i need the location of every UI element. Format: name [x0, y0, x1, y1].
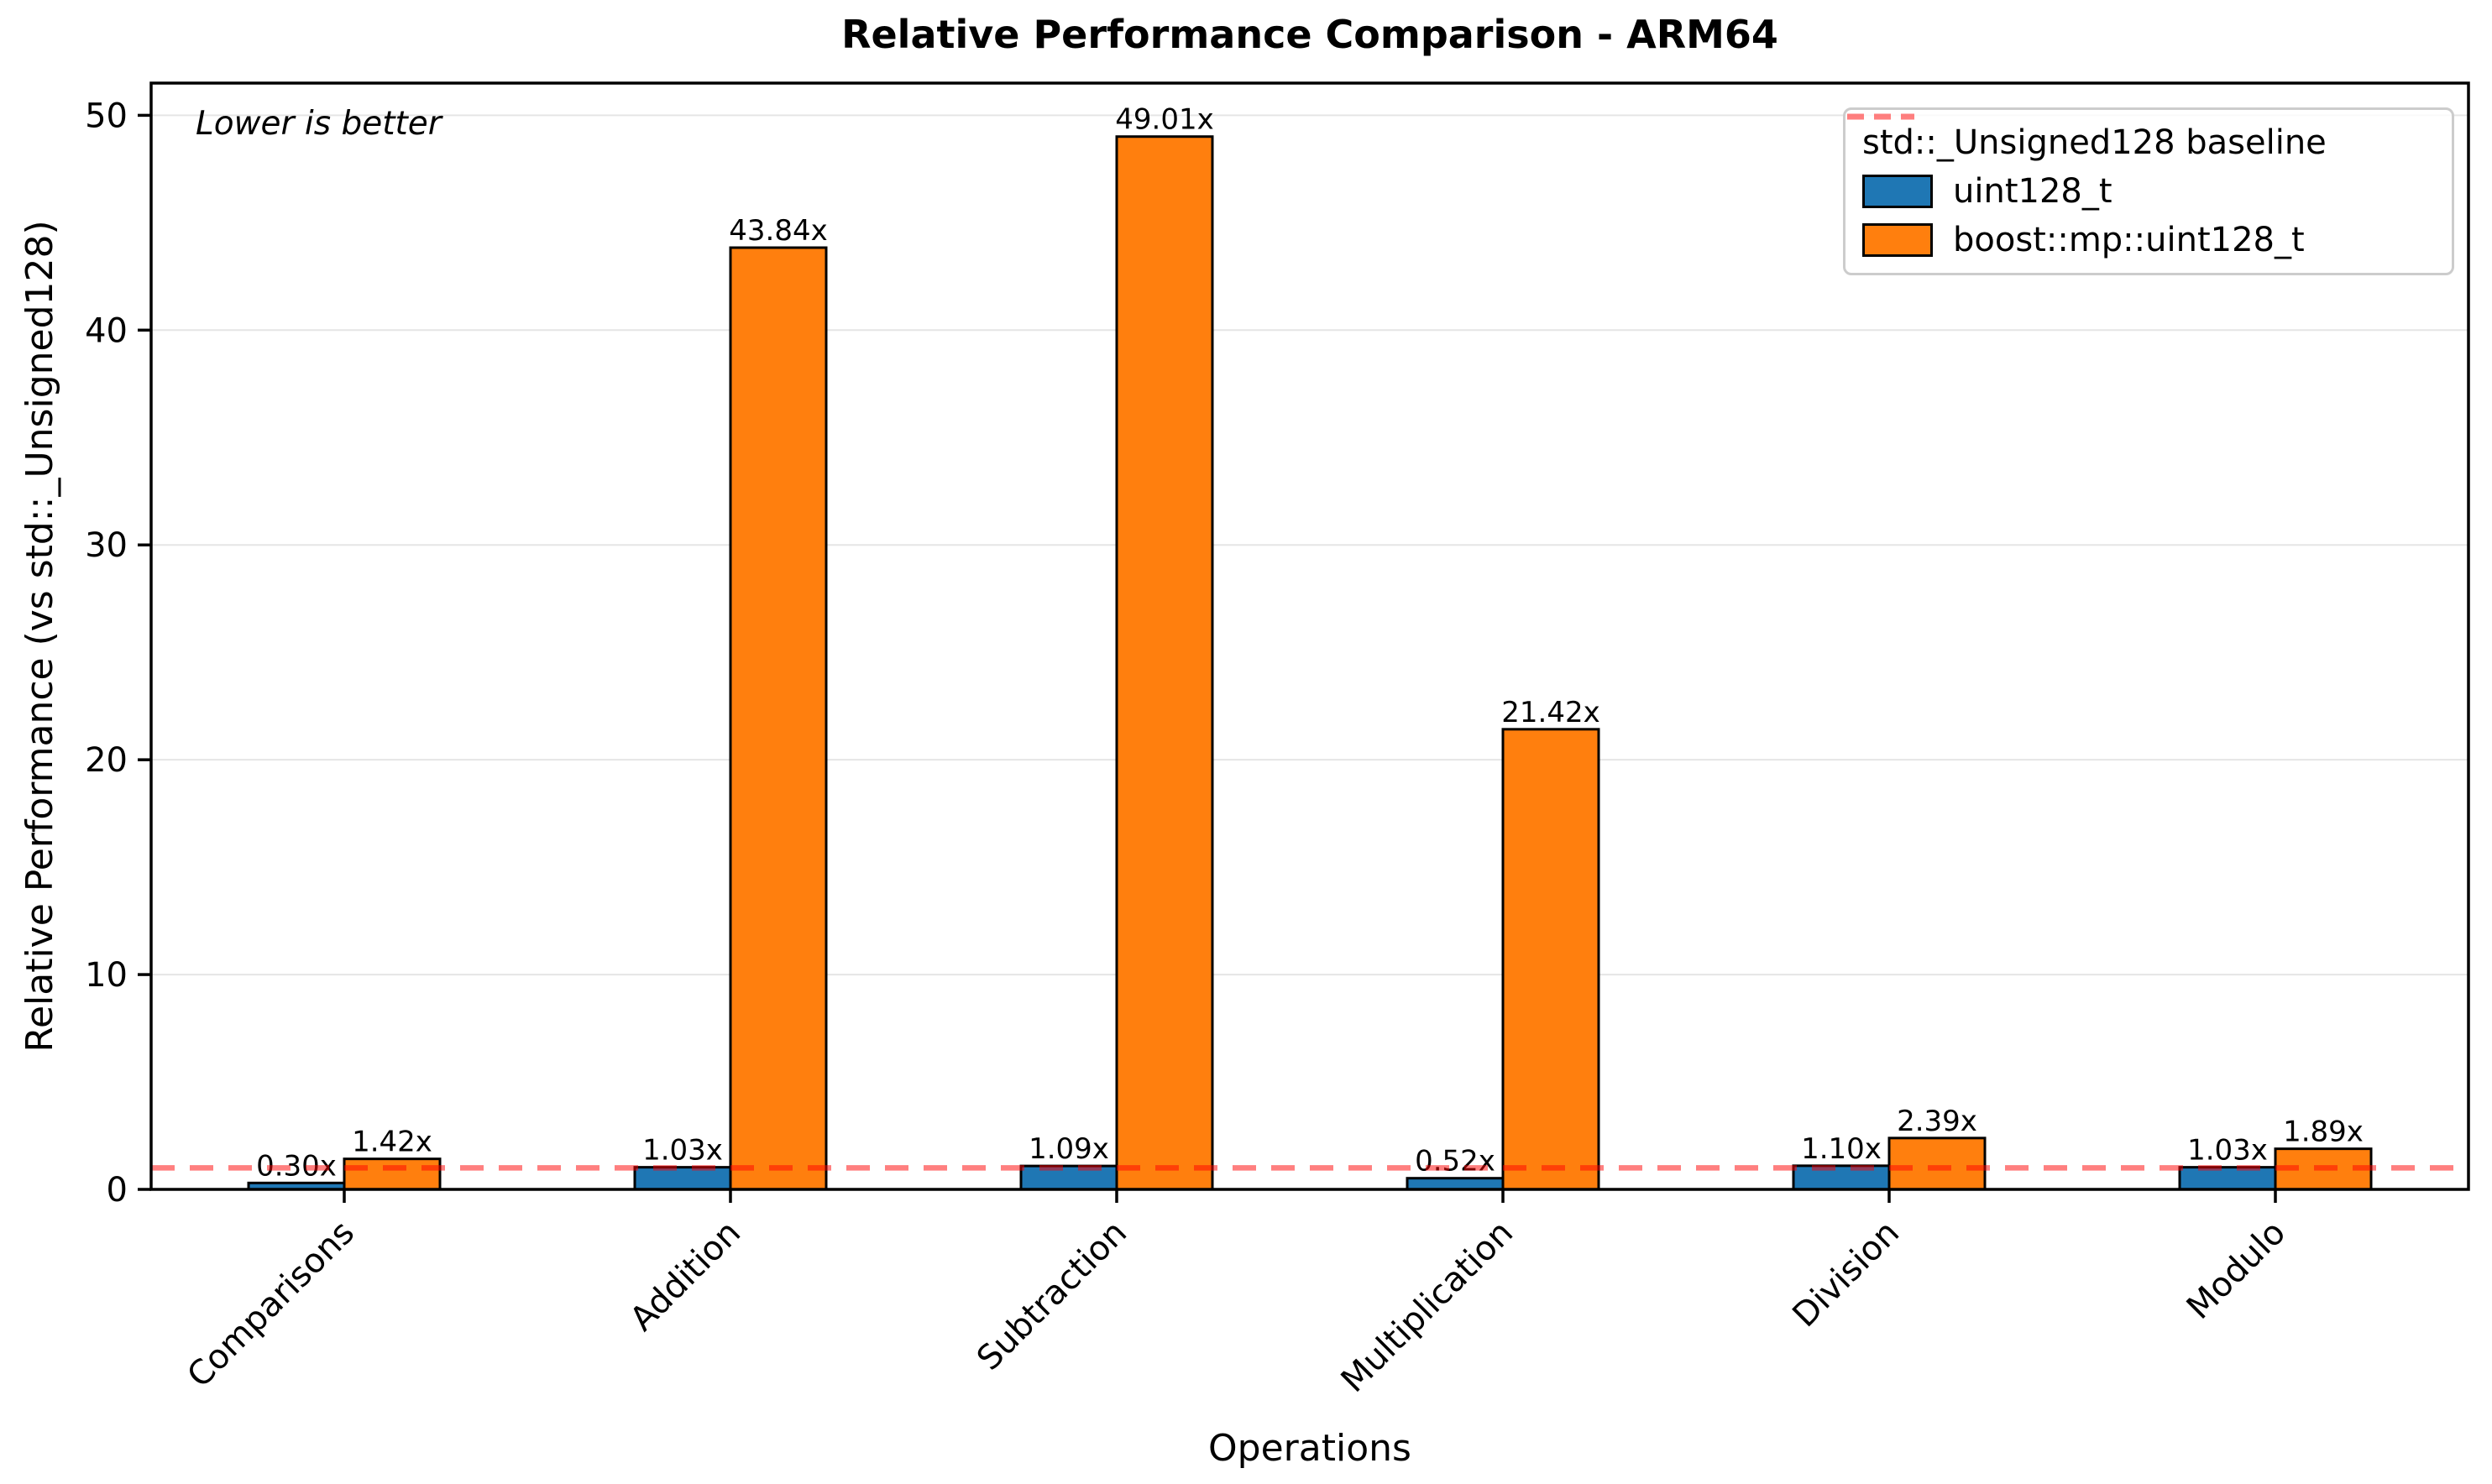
- legend-item-boost: boost::mp::uint128_t: [1862, 223, 2435, 257]
- legend-item-uint128: uint128_t: [1862, 175, 2435, 208]
- axes-frame: [138, 81, 2470, 1203]
- value-label-boost-mp-uint128-t-division: 2.39x: [1897, 1105, 1977, 1138]
- y-tick-label-10: 10: [85, 956, 128, 995]
- gridlines: [151, 114, 2468, 976]
- plot-border: [149, 81, 2470, 1191]
- value-label-boost-mp-uint128-t-addition: 43.84x: [729, 214, 827, 248]
- value-label-uint128-t-division: 1.10x: [1801, 1132, 1882, 1166]
- annotation-lower-is-better: Lower is better: [196, 105, 444, 143]
- x-tick-label-subtraction: Subtraction: [970, 1214, 1134, 1378]
- y-tick-label-20: 20: [85, 741, 128, 780]
- chart-title: Relative Performance Comparison - ARM64: [841, 12, 1778, 57]
- bar-uint128-t-addition: [633, 1166, 732, 1191]
- bar-boost-mp-uint128-t-multiplication: [1501, 728, 1600, 1191]
- legend-item-baseline: std::_Unsigned128 baseline: [1847, 113, 2435, 162]
- y-axis-label: Relative Performance (vs std::_Unsigned1…: [18, 220, 61, 1052]
- bar-uint128-t-modulo: [2178, 1166, 2277, 1191]
- value-label-uint128-t-modulo: 1.03x: [2187, 1134, 2268, 1168]
- x-axis-label: Operations: [1208, 1427, 1411, 1470]
- y-tick-label-50: 50: [85, 97, 128, 135]
- bar-uint128-t-division: [1792, 1164, 1891, 1191]
- value-label-boost-mp-uint128-t-comparisons: 1.42x: [352, 1126, 432, 1159]
- y-tick-label-40: 40: [85, 311, 128, 350]
- legend-label-boost: boost::mp::uint128_t: [1953, 221, 2305, 259]
- value-label-uint128-t-multiplication: 0.52x: [1415, 1145, 1495, 1178]
- uint128-color-swatch-icon: [1862, 175, 1933, 208]
- y-tick-label-30: 30: [85, 526, 128, 565]
- legend-label-uint128: uint128_t: [1953, 172, 2112, 211]
- value-label-boost-mp-uint128-t-modulo: 1.89x: [2283, 1116, 2364, 1149]
- value-label-boost-mp-uint128-t-multiplication: 21.42x: [1501, 696, 1599, 729]
- bar-boost-mp-uint128-t-comparisons: [343, 1157, 442, 1191]
- bar-boost-mp-uint128-t-division: [1887, 1137, 1987, 1191]
- bar-boost-mp-uint128-t-addition: [729, 246, 828, 1191]
- x-tick-label-addition: Addition: [623, 1214, 748, 1339]
- bar-uint128-t-multiplication: [1406, 1177, 1505, 1191]
- value-label-uint128-t-addition: 1.03x: [642, 1134, 723, 1168]
- x-tick-label-division: Division: [1785, 1214, 1907, 1335]
- legend-label-baseline: std::_Unsigned128 baseline: [1862, 123, 2327, 162]
- boost-color-swatch-icon: [1862, 223, 1933, 257]
- value-label-uint128-t-subtraction: 1.09x: [1029, 1132, 1109, 1166]
- legend: std::_Unsigned128 baseline uint128_t boo…: [1843, 107, 2454, 275]
- x-tick-label-comparisons: Comparisons: [180, 1214, 362, 1396]
- bars: 0.30x 1.03x 1.09x 0.52x 1.10x 1.03x1.42x43.84…: [247, 103, 2373, 1191]
- bar-uint128-t-subtraction: [1019, 1164, 1118, 1191]
- bar-boost-mp-uint128-t-subtraction: [1115, 135, 1214, 1191]
- x-tick-label-multiplication: Multiplication: [1334, 1214, 1521, 1400]
- x-tick-label-modulo: Modulo: [2180, 1214, 2293, 1327]
- y-tick-label-0: 0: [107, 1171, 128, 1210]
- baseline-dash-swatch-icon: [1847, 113, 1914, 120]
- value-label-boost-mp-uint128-t-subtraction: 49.01x: [1115, 103, 1213, 137]
